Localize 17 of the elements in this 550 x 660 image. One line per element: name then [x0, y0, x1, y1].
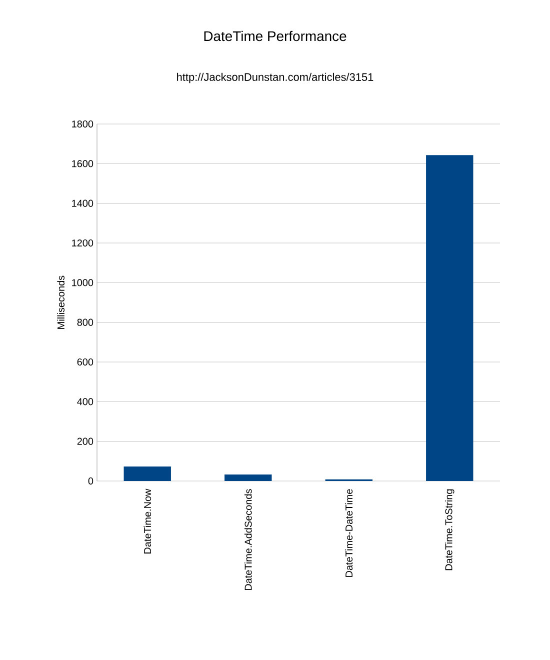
y-tick-label: 0: [88, 477, 94, 485]
chart-title: DateTime Performance: [204, 30, 346, 42]
y-tick-label: 1000: [72, 279, 94, 286]
y-tick-label: 600: [77, 358, 94, 366]
x-tick-label: DateTime.AddSeconds: [244, 489, 252, 590]
y-tick-label: 1400: [72, 200, 94, 207]
y-tick-label: 1600: [72, 160, 94, 168]
x-tick-label: DateTime.ToString: [444, 489, 454, 570]
y-tick-label: 1200: [72, 239, 94, 247]
y-tick-label: 400: [77, 398, 94, 406]
y-axis-title: Milliseconds: [57, 276, 64, 329]
x-tick-label: DateTime-DateTime: [345, 489, 353, 577]
y-tick-label: 800: [77, 318, 94, 326]
y-tick-label: 1800: [72, 120, 94, 128]
y-tick-label: 200: [77, 438, 94, 445]
x-tick-label: DateTime.Now: [144, 488, 152, 554]
chart-subtitle: http://JacksonDunstan.com/articles/3151: [177, 72, 374, 84]
